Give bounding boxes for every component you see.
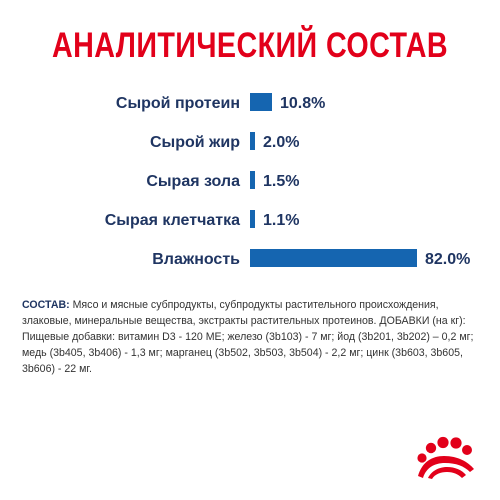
value-label: 1.1% xyxy=(263,212,299,229)
category-label: Сырая клетчатка xyxy=(105,212,240,229)
value-label: 1.5% xyxy=(263,173,299,190)
category-label: Сырая зола xyxy=(146,173,240,190)
composition-label: СОСТАВ: xyxy=(22,299,70,311)
composition-text: СОСТАВ: Мясо и мясные субпродукты, субпр… xyxy=(22,297,482,377)
bar xyxy=(250,171,255,189)
analysis-bar-chart: Сырой протеин 10.8% Сырой жир 2.0% Сырая зол… xyxy=(105,93,470,268)
value-label: 82.0% xyxy=(425,251,470,268)
value-label: 2.0% xyxy=(263,134,299,151)
page-title: АНАЛИТИЧЕСКИЙ СОСТАВ xyxy=(52,26,448,65)
category-label: Сырой жир xyxy=(150,134,240,151)
category-label: Сырой протеин xyxy=(116,95,240,112)
category-label: Влажность xyxy=(152,251,240,268)
bar xyxy=(250,132,255,150)
composition-body: Мясо и мясные субпродукты, субпродукты р… xyxy=(22,299,474,375)
value-label: 10.8% xyxy=(280,95,325,112)
royal-canin-crown-icon xyxy=(417,436,474,479)
bar xyxy=(250,93,272,111)
bar xyxy=(250,210,255,228)
bar xyxy=(250,249,417,267)
